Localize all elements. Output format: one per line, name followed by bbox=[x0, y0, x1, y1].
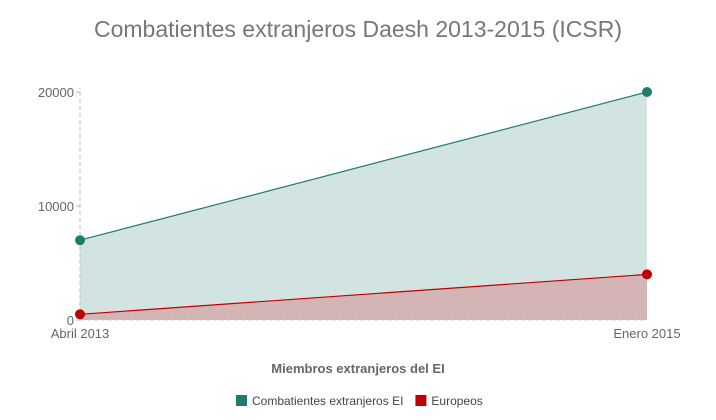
legend-swatch-0 bbox=[236, 395, 247, 406]
area-0 bbox=[80, 92, 647, 320]
legend-label-0: Combatientes extranjeros EI bbox=[252, 394, 403, 408]
series-line-0 bbox=[79, 91, 648, 241]
data-point bbox=[75, 235, 85, 246]
x-tick-label: Enero 2015 bbox=[613, 326, 680, 341]
data-point bbox=[642, 87, 652, 97]
y-tick-label: 20000 bbox=[38, 85, 74, 100]
x-axis-label: Miembros extranjeros del EI bbox=[271, 361, 444, 376]
data-point bbox=[642, 269, 652, 280]
chart-title: Combatientes extranjeros Daesh 2013-2015… bbox=[94, 16, 622, 42]
y-tick-label: 10000 bbox=[38, 199, 74, 214]
y-tick-label: 0 bbox=[67, 313, 74, 328]
legend-swatch-1 bbox=[415, 395, 427, 406]
x-tick-label: Abril 2013 bbox=[51, 326, 110, 341]
series-line-1 bbox=[79, 273, 648, 315]
data-point bbox=[75, 309, 85, 320]
legend-label-1: Europeos bbox=[431, 394, 482, 408]
area-1 bbox=[80, 274, 647, 320]
